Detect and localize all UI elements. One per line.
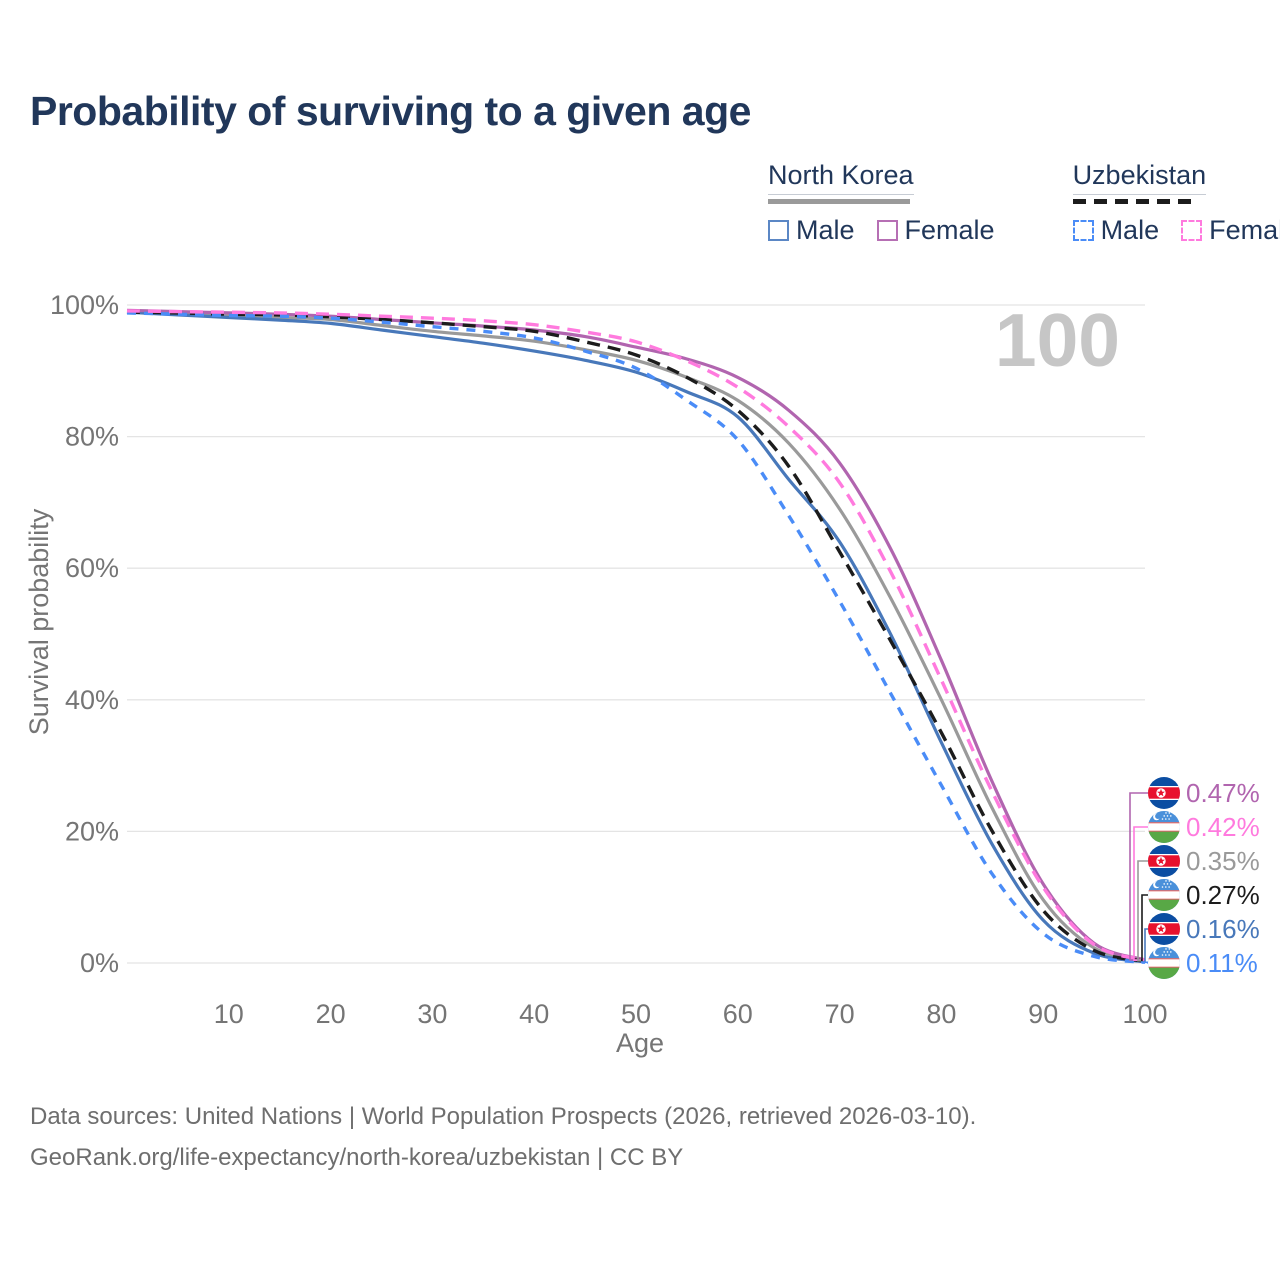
footer-link: GeoRank.org/life-expectancy/north-korea/… xyxy=(30,1144,684,1171)
x-tick-label-90: 90 xyxy=(1028,999,1058,1029)
north-korea-male-checkbox[interactable] xyxy=(768,220,789,241)
x-tick-label-60: 60 xyxy=(723,999,753,1029)
end-value-label-uz_both: 0.27% xyxy=(1186,880,1260,910)
y-axis-title: Survival probability xyxy=(24,508,54,735)
uz-flag-icon xyxy=(1148,811,1180,843)
north-korea-male-label: Male xyxy=(796,215,855,245)
x-tick-label-80: 80 xyxy=(926,999,956,1029)
nk-flag-icon xyxy=(1148,777,1180,809)
y-tick-label-0: 0% xyxy=(80,948,119,978)
x-tick-label-30: 30 xyxy=(417,999,447,1029)
series-line-uz_both xyxy=(126,310,1146,963)
series-line-nk_female xyxy=(126,308,1146,962)
nk-flag-icon xyxy=(1148,913,1180,945)
y-tick-label-100: 100% xyxy=(50,290,119,320)
x-tick-label-10: 10 xyxy=(214,999,244,1029)
leader-line-nk_female xyxy=(1129,792,1150,961)
north-korea-female-checkbox[interactable] xyxy=(876,220,898,241)
north-korea-line-sample xyxy=(768,199,910,204)
uzbekistan-female-label: Female xyxy=(1209,215,1280,245)
series-line-nk_both xyxy=(126,310,1146,963)
legend-country-uzbekistan[interactable]: Uzbekistan xyxy=(1072,160,1207,195)
legend: North Korea Male Female Uzbekistan Male … xyxy=(768,160,1280,246)
uzbekistan-male-label: Male xyxy=(1100,215,1160,245)
uz-flag-icon xyxy=(1148,879,1180,911)
x-axis-title: Age xyxy=(616,1028,664,1058)
end-value-label-uz_female: 0.42% xyxy=(1186,812,1260,842)
series-line-nk_male xyxy=(126,310,1146,964)
legend-group-uzbekistan: Uzbekistan Male Female xyxy=(1072,160,1280,246)
series-line-uz_male xyxy=(126,311,1146,964)
north-korea-female-label: Female xyxy=(904,215,995,245)
legend-country-north-korea[interactable]: North Korea xyxy=(768,160,914,195)
uzbekistan-male-checkbox[interactable] xyxy=(1072,220,1094,241)
y-tick-label-20: 20% xyxy=(65,816,119,846)
series-line-uz_female xyxy=(126,309,1146,962)
x-tick-label-70: 70 xyxy=(825,999,855,1029)
x-tick-label-50: 50 xyxy=(621,999,651,1029)
y-tick-label-40: 40% xyxy=(65,685,119,715)
footer: Data sources: United Nations | World Pop… xyxy=(30,1096,976,1178)
age-counter-watermark: 100 xyxy=(995,298,1120,382)
y-tick-label-80: 80% xyxy=(65,422,119,452)
x-tick-label-40: 40 xyxy=(519,999,549,1029)
legend-group-north-korea: North Korea Male Female xyxy=(768,160,1017,246)
nk-flag-icon xyxy=(1148,845,1180,877)
footer-data-sources: Data sources: United Nations | World Pop… xyxy=(30,1103,977,1130)
leader-line-nk_both xyxy=(1137,860,1150,962)
end-value-label-uz_male: 0.11% xyxy=(1186,948,1258,978)
x-tick-label-100: 100 xyxy=(1122,999,1167,1029)
page-title: Probability of surviving to a given age xyxy=(30,88,751,134)
x-tick-label-20: 20 xyxy=(316,999,346,1029)
end-value-label-nk_male: 0.16% xyxy=(1186,914,1260,944)
end-value-label-nk_both: 0.35% xyxy=(1186,846,1260,876)
uz-flag-icon xyxy=(1148,947,1180,979)
y-tick-label-60: 60% xyxy=(65,553,119,583)
uzbekistan-line-sample xyxy=(1072,199,1199,204)
uzbekistan-female-checkbox[interactable] xyxy=(1181,220,1203,241)
end-value-label-nk_female: 0.47% xyxy=(1186,778,1260,808)
